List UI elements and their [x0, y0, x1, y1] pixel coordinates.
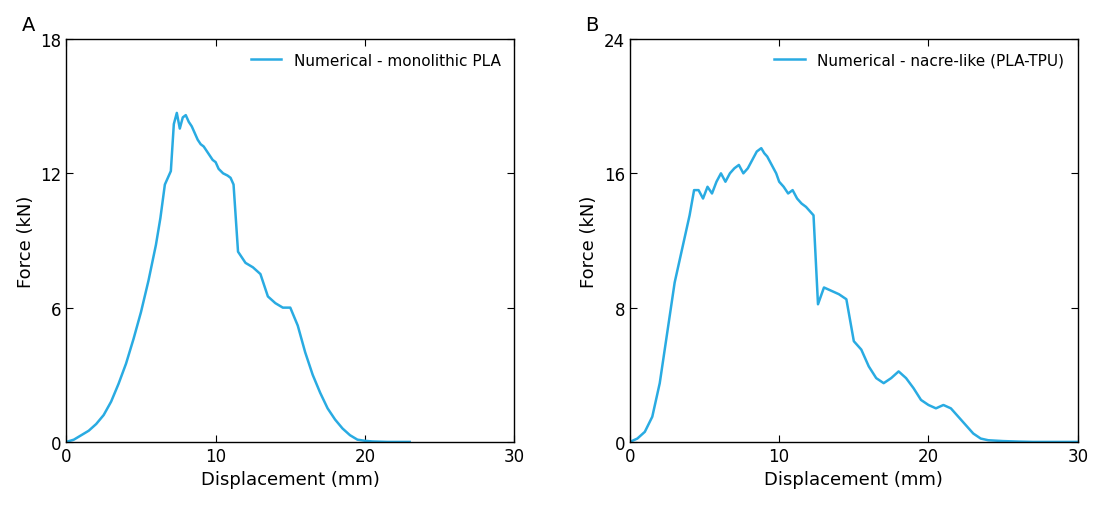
- X-axis label: Displacement (mm): Displacement (mm): [765, 470, 944, 488]
- Y-axis label: Force (kN): Force (kN): [580, 195, 598, 287]
- X-axis label: Displacement (mm): Displacement (mm): [201, 470, 380, 488]
- Y-axis label: Force (kN): Force (kN): [17, 195, 34, 287]
- Text: B: B: [585, 16, 599, 35]
- Text: A: A: [21, 16, 35, 35]
- Legend: Numerical - nacre-like (PLA-TPU): Numerical - nacre-like (PLA-TPU): [768, 47, 1070, 75]
- Legend: Numerical - monolithic PLA: Numerical - monolithic PLA: [244, 47, 506, 75]
